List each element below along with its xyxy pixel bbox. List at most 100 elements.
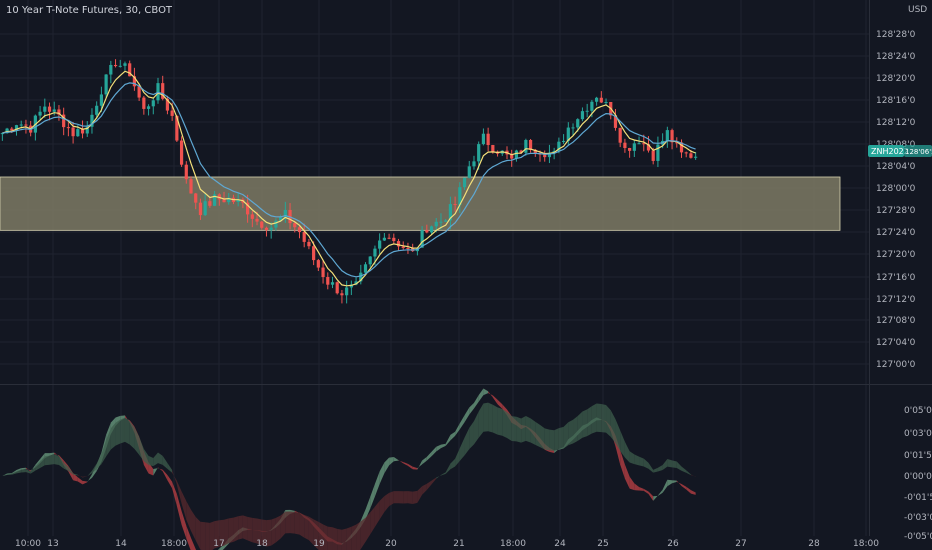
x-tick-label: 20 [385, 539, 397, 549]
candle-body [260, 221, 264, 228]
osc-band-slow [563, 422, 569, 449]
candle-body [406, 247, 410, 249]
candle-body [642, 143, 646, 145]
candle-body [104, 74, 108, 95]
candle-body [425, 230, 429, 233]
candle-body [137, 86, 141, 98]
candle-body [599, 97, 603, 103]
osc-band-fast [148, 462, 154, 476]
y-tick-label: 127'04'0 [876, 338, 916, 348]
candle-body [533, 149, 537, 154]
candle-body [632, 143, 636, 151]
osc-band-slow [436, 475, 441, 479]
osc-band-slow [139, 436, 144, 462]
x-tick-label: 27 [735, 539, 746, 549]
y-tick-label: 128'12'0 [876, 118, 916, 128]
candle-body [208, 201, 212, 206]
candle-body [604, 101, 608, 103]
x-tick-label: 26 [667, 539, 679, 549]
candle-body [613, 115, 618, 128]
candle-body [547, 152, 552, 158]
x-tick-label: 14 [115, 539, 127, 549]
candle-body [250, 214, 254, 219]
osc-band-slow [521, 416, 526, 443]
osc-band-fast [374, 471, 380, 497]
osc-band-fast [554, 449, 559, 453]
y-tick-label: 127'00'0 [876, 360, 916, 370]
osc-band-slow [549, 429, 555, 451]
osc-band-slow [63, 462, 69, 472]
osc-band-slow [7, 473, 12, 475]
osc-band-slow [450, 458, 456, 470]
osc-band-slow [54, 454, 59, 465]
osc-band-slow [323, 524, 328, 550]
osc-band-slow [653, 467, 658, 473]
osc-band-slow [544, 428, 550, 451]
candle-body [194, 193, 198, 203]
osc-band-slow [502, 408, 507, 439]
candle-body [382, 237, 386, 241]
candle-body [472, 161, 476, 167]
osc-band-slow [162, 455, 168, 469]
osc-band-slow [73, 473, 78, 476]
candle-body [340, 293, 344, 296]
osc-tick-label: 0'05'0 [904, 406, 932, 416]
candle-body [128, 63, 132, 77]
candle-body [694, 156, 698, 158]
osc-band-slow [610, 410, 616, 444]
x-tick-label: 17 [213, 539, 224, 549]
ma-fast-line [2, 70, 696, 287]
candle-body [10, 128, 14, 131]
osc-band-slow [473, 411, 479, 445]
candle-body [585, 110, 589, 112]
candle-body [66, 127, 70, 129]
candle-body [212, 194, 217, 206]
candle-body [679, 142, 684, 153]
osc-band-slow [341, 528, 347, 550]
osc-band-slow [667, 458, 673, 468]
candle-body [401, 246, 405, 248]
candle-body [0, 133, 4, 135]
osc-band-slow [290, 511, 295, 534]
oscillator-axis[interactable]: 0'05'0 0'03'0 0'01'5 0'00'0 -0'01'5 -0'03'0 -0… [904, 406, 932, 542]
osc-band-slow [238, 515, 243, 540]
osc-band-slow [455, 448, 460, 467]
osc-band-slow [351, 524, 357, 550]
candle-body [448, 204, 452, 221]
osc-band-slow [497, 407, 503, 436]
osc-band-fast [2, 473, 8, 476]
y-tick-label: 128'04'0 [876, 162, 916, 172]
osc-band-slow [91, 463, 97, 474]
candle-body [255, 218, 259, 222]
candle-body [302, 232, 306, 242]
candle-body [670, 130, 674, 143]
osc-tick-label: -0'05'0 [904, 532, 932, 542]
x-tick-label: 25 [597, 539, 608, 549]
candle-body [57, 109, 61, 115]
candle-body [14, 125, 19, 131]
osc-band-fast [436, 444, 441, 452]
candle-body [595, 97, 599, 102]
osc-band-slow [445, 463, 451, 474]
osc-band-slow [261, 519, 267, 547]
time-axis[interactable]: 10:00 13 14 18:00 17 18 19 20 21 18:00 24 25 26 27 28 1… [15, 539, 879, 549]
osc-band-fast [398, 460, 404, 464]
osc-band-fast [157, 467, 163, 472]
candle-body [557, 141, 561, 151]
candle-body [321, 267, 325, 278]
candle-body [354, 281, 358, 285]
osc-band-fast [431, 446, 437, 457]
osc-band-fast [426, 451, 432, 461]
osc-band-slow [294, 511, 300, 535]
osc-band-fast [162, 469, 168, 481]
candle-body [387, 237, 391, 239]
candle-body [99, 94, 103, 106]
y-tick-label: 128'16'0 [876, 96, 916, 106]
y-tick-label: 127'08'0 [876, 316, 916, 326]
osc-tick-label: 0'03'0 [904, 429, 932, 439]
candle-body [618, 127, 622, 143]
candle-body [246, 202, 250, 215]
candle-body [80, 129, 85, 134]
